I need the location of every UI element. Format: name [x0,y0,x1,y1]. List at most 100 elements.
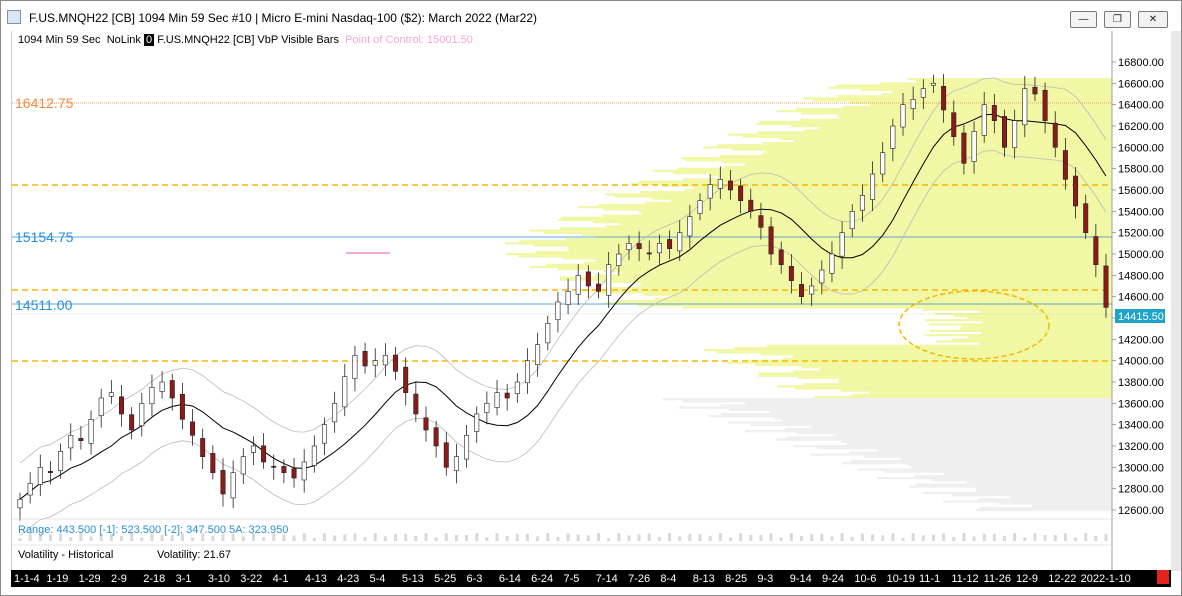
candle [535,332,541,377]
candle [1083,194,1089,240]
candle [514,373,520,403]
candle [88,410,94,455]
y-tick-label: 14600.00 [1118,292,1164,304]
candle [859,184,865,222]
last-price-label: 14415.50 [1118,311,1164,323]
candle [870,161,876,212]
y-tick-label: 16800.00 [1118,57,1164,69]
candle [1002,109,1008,157]
date-label: 2-18 [143,573,166,585]
date-label: 3-10 [207,573,230,585]
chart-area[interactable]: 16800.00 16600.00 16400.00 16200.00 16000.00… [11,31,1172,571]
date-label: 8-13 [692,573,715,585]
candle [474,406,480,443]
candle [423,406,429,442]
candle [951,100,957,146]
candle [738,179,744,214]
candle [930,74,936,94]
date-axis: 1-1-4 1-19 1-29 2-9 2-18 3-1 3-10 3-22 4-1 4-13 4-… [11,570,1171,587]
close-button[interactable]: ✕ [1138,11,1168,28]
maximize-button[interactable]: ❐ [1104,11,1131,28]
candle [362,342,368,374]
y-tick-label: 14000.00 [1118,356,1164,368]
candle [494,380,500,416]
candle [464,424,470,468]
candle [230,460,236,509]
candle [68,423,74,461]
candle [342,364,348,417]
volume-by-price-profile [505,78,1112,512]
candle [880,142,886,183]
title-bar[interactable]: F.US.MNQH22 [CB] 1094 Min 59 Sec #10 | M… [1,1,1181,31]
header-symbol-study: F.US.MNQH22 [CB] VbP Visible Bars [157,34,339,46]
header-period: 1094 Min 59 Sec [18,34,101,46]
candle [900,93,906,136]
date-label: 10-19 [886,573,915,585]
range-study-label: Range: 443.500 [-1]: 523.500 [-2]: 347.5… [18,524,288,536]
candle [727,170,733,200]
candle [190,409,196,446]
date-label: 7-5 [563,573,580,585]
candle [27,472,33,504]
header-link-index[interactable]: 0 [144,34,155,46]
candle [393,346,399,381]
y-tick-label: 15600.00 [1118,185,1164,197]
upper-band-line [19,77,1107,464]
red-indicator[interactable] [1157,570,1169,584]
candle [1032,76,1038,101]
candle [1103,254,1109,318]
candle [667,230,673,259]
candle [839,221,845,269]
y-tick-label: 12600.00 [1118,505,1164,517]
y-tick-label: 16000.00 [1118,142,1164,154]
candle [281,459,287,484]
candle [1073,166,1079,219]
moving-average-line [19,113,1107,500]
date-label: 3-1 [175,573,192,585]
candle [1042,82,1048,134]
date-label: 7-14 [595,573,618,585]
candle [47,461,53,485]
date-label: 7-26 [628,573,651,585]
y-tick-label: 16400.00 [1118,100,1164,112]
candle [697,193,703,221]
candle [991,93,997,134]
date-label: 1-1-4 [14,573,40,585]
date-label: 12-9 [1015,573,1038,585]
level-label-upper: 16412.75 [15,95,74,111]
date-label: 5-13 [401,573,424,585]
y-tick-label: 16600.00 [1118,78,1164,90]
minimize-button[interactable]: — [1070,11,1097,28]
candle [118,384,124,427]
candle [849,204,855,237]
candle [250,436,256,466]
candle [129,407,135,440]
date-label: 2-9 [110,573,127,585]
candle [291,457,297,488]
date-label: 8-4 [660,573,677,585]
candle [271,454,277,480]
date-label: 10-6 [854,573,877,585]
header-link[interactable]: NoLink [106,34,141,46]
candle [179,382,185,430]
candle [677,220,683,261]
candle [433,420,439,458]
candle [971,121,977,174]
y-tick-label: 14200.00 [1118,334,1164,346]
y-tick-label: 13000.00 [1118,462,1164,474]
date-label: 6-24 [531,573,554,585]
candle [788,254,794,294]
price-chart[interactable]: 16800.00 16600.00 16400.00 16200.00 16000.00… [12,31,1172,571]
chart-header: 1094 Min 59 Sec NoLink 0 F.US.MNQH22 [CB… [18,34,473,46]
candle [910,86,916,120]
date-label: 11-26 [983,573,1011,585]
candle [809,277,815,306]
candle [1052,111,1058,158]
candle [332,391,338,433]
date-label: 6-14 [498,573,521,585]
candle [1012,109,1018,159]
candle [261,433,267,469]
y-tick-label: 13400.00 [1118,420,1164,432]
candle [606,251,612,308]
candle [301,449,307,493]
